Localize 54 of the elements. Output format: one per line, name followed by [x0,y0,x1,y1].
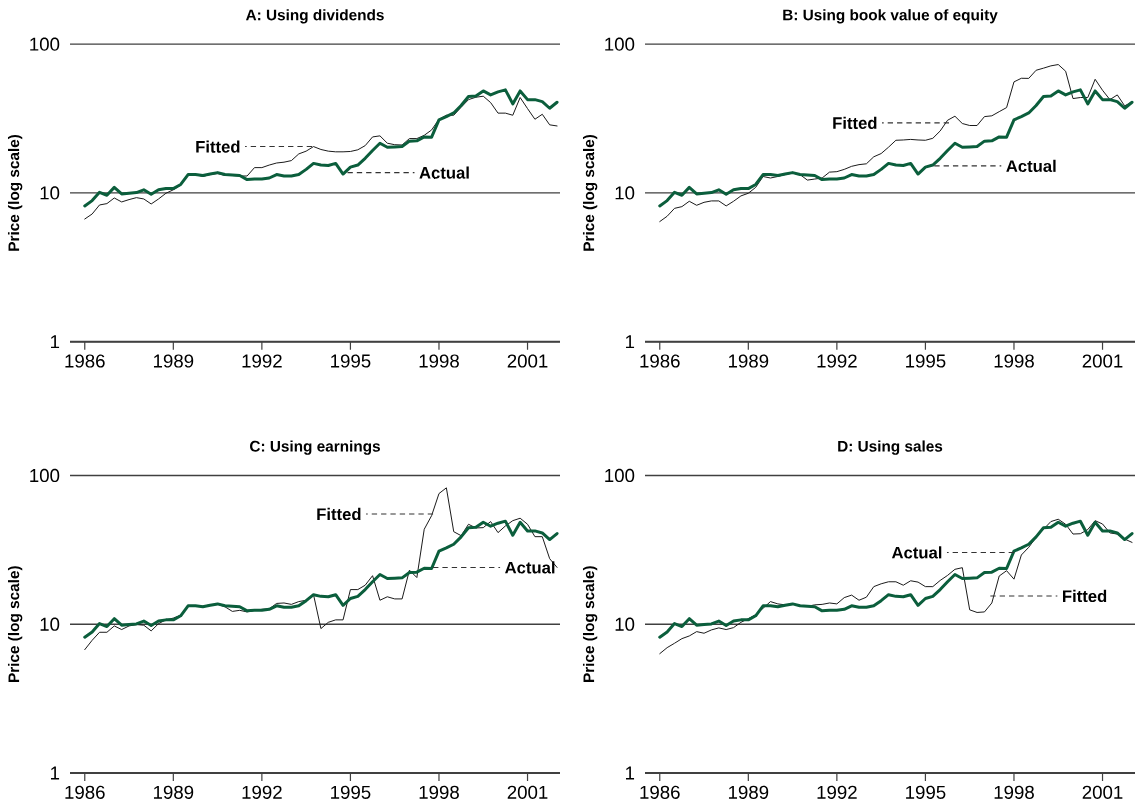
y-axis-title: Price (log scale) [582,134,598,251]
y-tick-label: 100 [605,468,635,483]
x-tick-label: 1998 [994,354,1034,368]
y-tick-label: 100 [30,37,60,51]
y-tick-label: 100 [605,37,635,51]
annotation: Actual [891,546,942,559]
y-axis-title: Price (log scale) [7,566,23,683]
y-tick-label: 10 [40,617,60,631]
x-tick-label: 1986 [65,785,105,799]
chart-title: B: Using book value of equity [783,9,998,24]
x-tick-label: 1989 [728,354,769,368]
y-axis-title: Price (log scale) [582,566,598,683]
y-tick-label: 10 [615,186,635,200]
line-series [83,519,559,639]
x-tick-label: 1992 [817,354,857,368]
y-tick-label: 1 [626,766,635,780]
line-series [658,88,1134,208]
y-tick-label: 1 [51,335,60,349]
x-tick-label: 1989 [728,785,769,799]
x-tick-label: 1992 [242,354,282,368]
x-tick-label: 1995 [331,785,371,799]
y-tick-label: 10 [615,617,635,631]
x-tick-label: 2001 [507,354,548,368]
x-tick-label: 2001 [1082,785,1123,799]
x-tick-label: 1998 [994,785,1034,799]
x-tick-label: 1986 [640,785,680,799]
annotation: Fitted [196,140,240,153]
y-tick-label: 100 [30,468,60,483]
annotation: Actual [1006,159,1056,173]
x-tick-label: 1989 [153,785,194,799]
annotation: Fitted [1063,589,1107,603]
chart-title: A: Using dividends [245,9,384,24]
x-tick-label: 1995 [906,785,946,799]
x-tick-label: 1992 [242,785,282,799]
x-tick-label: 1995 [331,354,371,368]
annotation: Actual [419,166,469,179]
x-tick-label: 1986 [65,354,105,368]
y-tick-label: 1 [51,766,60,780]
annotation: Fitted [317,507,361,521]
y-axis-title: Price (log scale) [7,134,23,251]
chart-title: D: Using sales [838,440,943,455]
x-tick-label: 1998 [419,354,459,368]
x-tick-label: 1998 [419,785,459,799]
annotation: Fitted [833,116,877,129]
annotation: Actual [505,561,555,574]
x-tick-label: 1986 [640,354,680,368]
y-tick-label: 1 [626,335,635,349]
x-tick-label: 2001 [507,785,548,799]
y-tick-label: 10 [40,186,60,200]
x-tick-label: 1992 [817,785,857,799]
chart-title: C: Using earnings [250,440,380,455]
x-tick-label: 2001 [1082,354,1123,368]
x-tick-label: 1995 [906,354,946,368]
x-tick-label: 1989 [153,354,194,368]
